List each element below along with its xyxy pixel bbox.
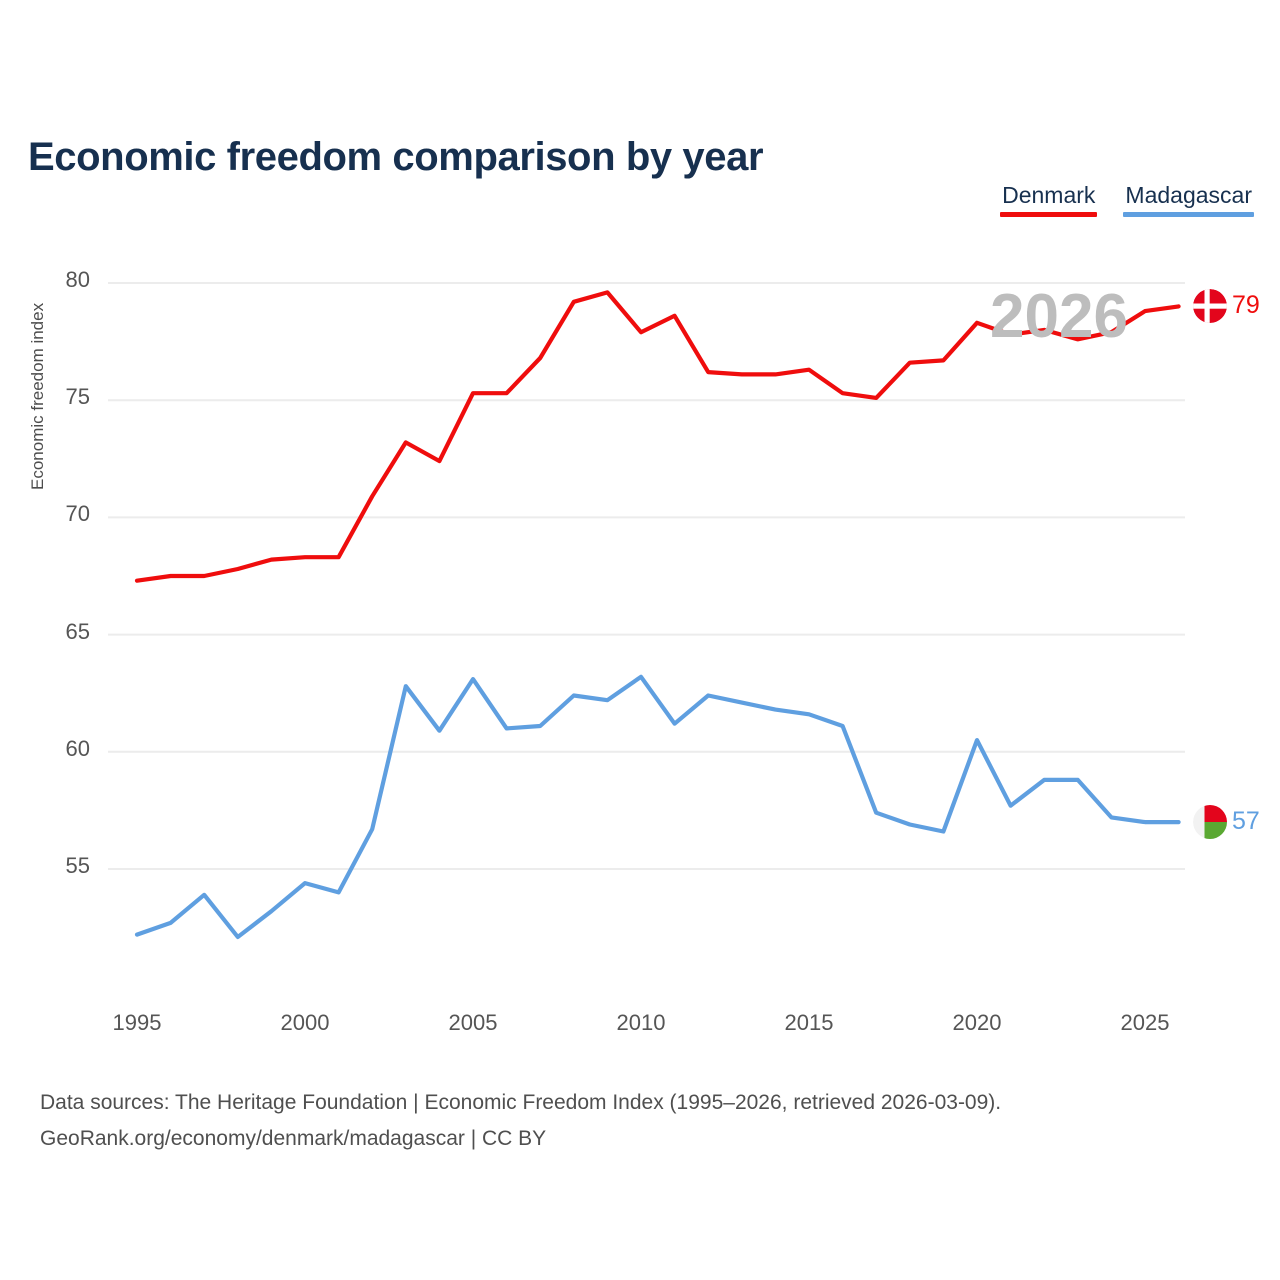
x-axis-tick: 2025 <box>1120 1010 1170 1035</box>
legend-item-denmark[interactable]: Denmark <box>1000 182 1098 217</box>
year-watermark: 2026 <box>990 282 1128 351</box>
x-axis-tick: 2010 <box>616 1010 666 1035</box>
footer-attribution: Data sources: The Heritage Foundation | … <box>40 1085 1001 1157</box>
gridlines <box>108 282 1185 870</box>
y-axis-tick: 75 <box>65 384 90 410</box>
legend-label-madagascar: Madagascar <box>1125 182 1252 208</box>
legend-swatch-denmark <box>1000 212 1098 217</box>
x-axis-tick: 2020 <box>952 1010 1002 1035</box>
legend-swatch-madagascar <box>1123 212 1254 217</box>
y-axis-label: Economic freedom index <box>28 302 47 490</box>
end-value-madagascar: 57 <box>1232 807 1260 836</box>
y-axis-tick: 65 <box>65 618 90 644</box>
x-axis-tick: 2015 <box>784 1010 834 1035</box>
madagascar-flag-icon <box>1193 805 1227 840</box>
footer-line-2: GeoRank.org/economy/denmark/madagascar |… <box>40 1127 547 1150</box>
chart-legend: Denmark Madagascar <box>1000 182 1254 217</box>
x-axis-tick: 2005 <box>448 1010 498 1035</box>
end-value-denmark: 79 <box>1232 291 1260 320</box>
page-title: Economic freedom comparison by year <box>28 134 764 179</box>
y-axis-tick: 60 <box>65 735 90 761</box>
x-axis-tick: 1995 <box>112 1010 162 1035</box>
legend-item-madagascar[interactable]: Madagascar <box>1123 182 1254 217</box>
x-axis-tick: 2000 <box>280 1010 330 1035</box>
y-axis-tick: 70 <box>65 501 90 527</box>
denmark-flag-icon <box>1193 289 1227 324</box>
y-axis-tick: 55 <box>65 853 90 878</box>
y-axis-tick: 80 <box>65 267 90 292</box>
legend-label-denmark: Denmark <box>1002 182 1096 208</box>
series-line-madagascar <box>134 674 1181 940</box>
footer-line-1: Data sources: The Heritage Foundation | … <box>40 1091 1002 1114</box>
